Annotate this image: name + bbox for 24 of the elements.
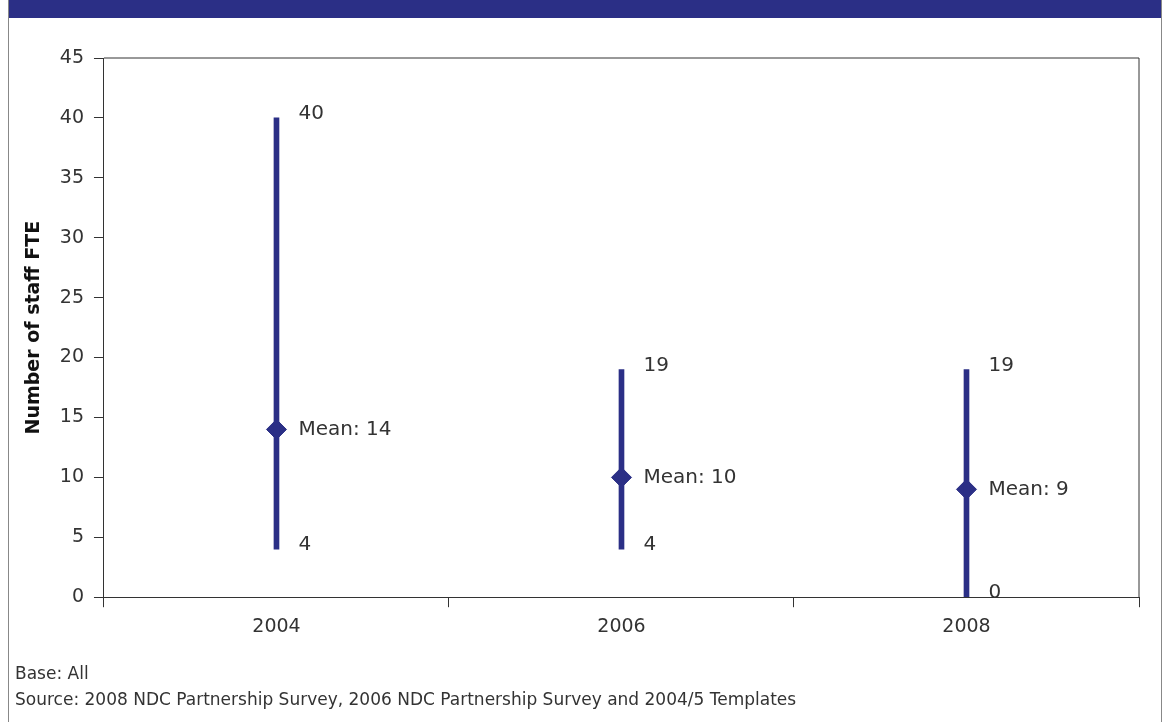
x-tick-label: 2006	[597, 613, 646, 636]
y-tick-label: 20	[59, 344, 84, 367]
y-tick-label: 0	[71, 584, 84, 607]
y-tick-label: 10	[59, 464, 84, 487]
data-label: Mean: 14	[298, 415, 392, 440]
y-tick-label: 40	[59, 104, 84, 127]
text: Base: All	[15, 662, 90, 685]
y-tick-label: 35	[59, 164, 84, 187]
annotation: 4	[298, 531, 312, 556]
y-tick-label: 45	[59, 44, 84, 67]
x-tick-label: 2004	[252, 613, 301, 636]
annotation: 40	[298, 100, 324, 125]
y-tick-label: 15	[59, 404, 84, 427]
data-label: Mean: 10	[643, 463, 737, 488]
annotation: 4	[643, 531, 657, 556]
annotation: 19	[643, 351, 669, 376]
source-note: Source: 2008 NDC Partnership Survey, 2006 NDC Partnership Survey and 2004/5 Templates	[15, 688, 798, 711]
data-label: Mean: 9	[988, 475, 1069, 500]
y-tick-label: 25	[59, 284, 84, 307]
y-tick-label: 5	[71, 524, 84, 547]
x-tick-label: 2008	[942, 613, 991, 636]
annotation: 19	[988, 351, 1014, 376]
y-tick-label: 30	[59, 224, 84, 247]
y-axis-title: Number of staff FTE	[21, 220, 44, 435]
